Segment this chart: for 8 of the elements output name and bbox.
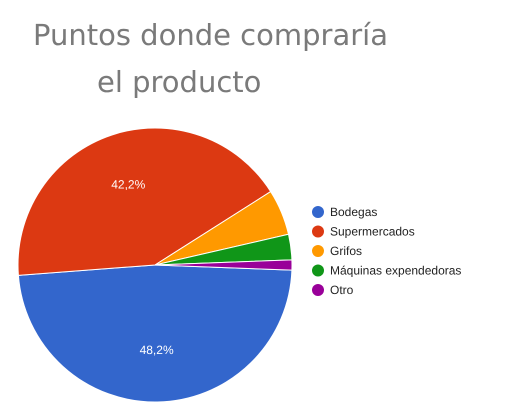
legend-label: Grifos — [330, 244, 362, 258]
legend-label: Máquinas expendedoras — [330, 264, 462, 278]
legend-label: Bodegas — [330, 205, 378, 220]
chart-title: Puntos donde compraría el producto — [33, 18, 388, 99]
data-label: 42,2% — [111, 178, 146, 192]
data-label: 48,2% — [140, 343, 174, 358]
legend-label: Supermercados — [330, 224, 415, 239]
legend-label: Otro — [330, 283, 354, 298]
